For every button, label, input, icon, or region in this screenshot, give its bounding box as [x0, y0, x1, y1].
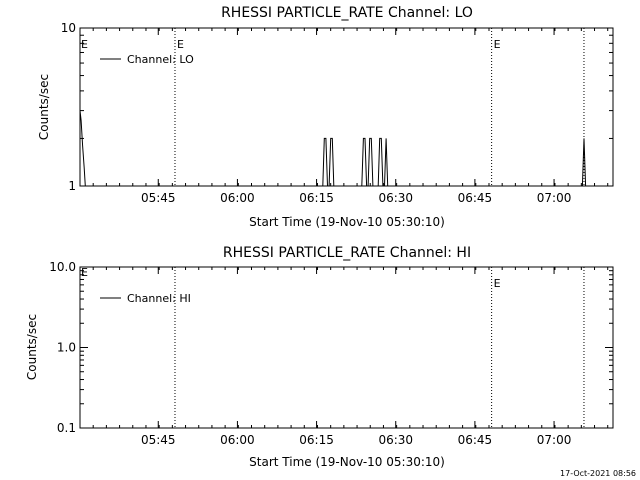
panel-hi-ticks: 05:45 06:00 06:15 06:30 06:45 07:00 0.1 1.0 10.0 [49, 260, 613, 447]
panel-lo-xlabel: Start Time (19-Nov-10 05:30:10) [249, 215, 445, 229]
x-tick-label: 05:45 [141, 433, 176, 447]
x-tick-label: 06:00 [220, 433, 255, 447]
x-tick-label: 06:15 [299, 191, 334, 205]
footer-timestamp: 17-Oct-2021 08:56 [560, 469, 636, 478]
y-tick-label: 10.0 [49, 260, 76, 274]
x-tick-label: 06:45 [458, 433, 493, 447]
panel-lo-legend: Channel: LO [100, 53, 194, 66]
panel-lo-ticks: 05:45 06:00 06:15 06:30 06:45 07:00 1 10 [61, 21, 613, 205]
x-tick-label: 06:45 [458, 191, 493, 205]
x-tick-label: 05:45 [141, 191, 176, 205]
y-tick-label: 1.0 [57, 341, 76, 355]
event-marker-label: E [494, 38, 501, 51]
event-marker-label: E [177, 38, 184, 51]
y-tick-label: 1 [68, 179, 76, 193]
x-tick-label: 07:00 [537, 191, 572, 205]
y-tick-label: 0.1 [57, 421, 76, 435]
x-tick-label: 06:15 [299, 433, 334, 447]
event-marker-label: E [494, 277, 501, 290]
panel-hi-edge-label: E [81, 266, 88, 279]
panel-hi-xlabel: Start Time (19-Nov-10 05:30:10) [249, 455, 445, 469]
panel-hi-legend: Channel: HI [100, 292, 191, 305]
y-tick-label: 10 [61, 21, 76, 35]
series-line [79, 110, 587, 187]
legend-label-hi: Channel: HI [127, 292, 191, 305]
panel-hi-channel: RHESSI PARTICLE_RATE Channel: HI Counts/… [25, 245, 614, 469]
panel-hi-title: RHESSI PARTICLE_RATE Channel: HI [223, 245, 471, 261]
x-tick-label: 06:30 [378, 433, 413, 447]
x-tick-label: 07:00 [537, 433, 572, 447]
panel-lo-axes-frame [79, 27, 614, 187]
x-tick-label: 06:30 [378, 191, 413, 205]
panel-lo-title: RHESSI PARTICLE_RATE Channel: LO [221, 5, 473, 21]
panel-lo-channel: RHESSI PARTICLE_RATE Channel: LO Counts/… [37, 5, 614, 229]
panel-lo-ylabel: Counts/sec [37, 74, 51, 140]
panel-lo-series [79, 110, 587, 187]
panel-hi-markers: E [174, 267, 585, 428]
panel-lo-edge-label: E [81, 38, 88, 51]
legend-label-lo: Channel: LO [127, 53, 194, 66]
panel-hi-ylabel: Counts/sec [25, 314, 39, 380]
x-tick-label: 06:00 [220, 191, 255, 205]
